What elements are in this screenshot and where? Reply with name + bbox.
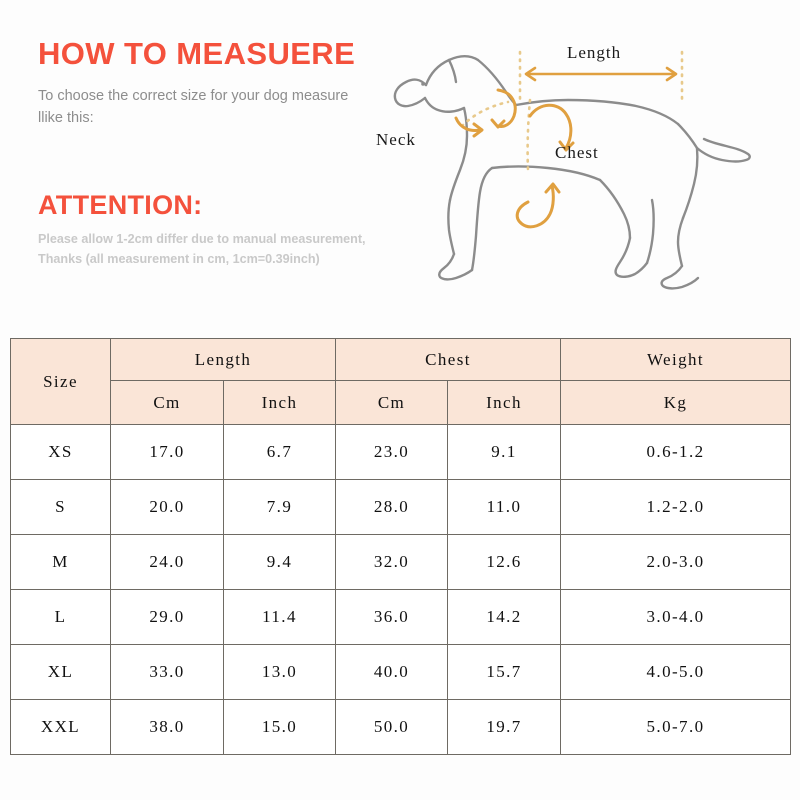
cell-length-cm: 38.0 [110, 699, 224, 755]
cell-chest-inch: 14.2 [446, 589, 562, 645]
chest-guide-dotted-line [526, 98, 532, 172]
cell-size: L [10, 589, 111, 645]
column-header-weight: Weight [560, 338, 792, 381]
cell-chest-cm: 28.0 [335, 479, 448, 535]
cell-weight-kg: 3.0-4.0 [560, 589, 792, 645]
cell-size: XS [10, 424, 111, 480]
table-group-header-row: Size Length Chest Weight [10, 338, 792, 425]
table-row: S 20.0 7.9 28.0 11.0 1.2-2.0 [10, 479, 792, 535]
table-row: XS 17.0 6.7 23.0 9.1 0.6-1.2 [10, 424, 792, 480]
dog-outline-icon [393, 55, 751, 290]
table-unit-header-row: Cm Inch Cm Inch Kg [11, 380, 792, 425]
table-row: L 29.0 11.4 36.0 14.2 3.0-4.0 [10, 589, 792, 645]
cell-chest-inch: 12.6 [446, 534, 562, 590]
cell-size: M [10, 534, 111, 590]
cell-weight-kg: 2.0-3.0 [560, 534, 792, 590]
cell-chest-cm: 50.0 [335, 699, 448, 755]
intro-text-block: HOW TO MEASUERE To choose the correct si… [38, 36, 398, 129]
column-header-length-inch: Inch [223, 380, 336, 425]
attention-line-1: Please allow 1-2cm differ due to manual … [38, 232, 366, 246]
column-header-length-cm: Cm [110, 380, 224, 425]
size-table-head: Size Length Chest Weight Cm Inch Cm Inch… [10, 338, 792, 425]
table-row: M 24.0 9.4 32.0 12.6 2.0-3.0 [10, 534, 792, 590]
cell-weight-kg: 1.2-2.0 [560, 479, 792, 535]
cell-size: XXL [10, 699, 111, 755]
cell-size: S [10, 479, 111, 535]
size-table: Size Length Chest Weight Cm Inch Cm Inch… [10, 338, 792, 755]
column-header-chest: Chest [334, 338, 562, 381]
table-row: XXL 38.0 15.0 50.0 19.7 5.0-7.0 [10, 699, 792, 755]
cell-chest-inch: 9.1 [446, 424, 562, 480]
length-arrow-icon [524, 66, 678, 82]
cell-length-inch: 15.0 [223, 699, 336, 755]
cell-length-cm: 20.0 [110, 479, 224, 535]
column-header-size: Size [10, 338, 111, 425]
attention-block: ATTENTION: Please allow 1-2cm differ due… [38, 190, 418, 270]
size-table-body: XS 17.0 6.7 23.0 9.1 0.6-1.2 S 20.0 7.9 28.0 11.0 1… [10, 424, 792, 755]
dog-measurement-diagram: Neck Chest Length [370, 22, 800, 322]
length-guide-dotted-lines [518, 50, 684, 104]
cell-length-inch: 9.4 [223, 534, 336, 590]
chest-arrow-icon [515, 103, 575, 229]
column-header-chest-inch: Inch [446, 380, 562, 425]
cell-chest-cm: 40.0 [335, 644, 448, 700]
neck-label: Neck [376, 130, 416, 149]
cell-chest-cm: 36.0 [335, 589, 448, 645]
cell-length-inch: 7.9 [223, 479, 336, 535]
cell-chest-cm: 32.0 [335, 534, 448, 590]
cell-chest-inch: 11.0 [446, 479, 562, 535]
page-title: HOW TO MEASUERE [38, 36, 356, 71]
cell-chest-inch: 15.7 [446, 644, 562, 700]
column-header-weight-kg: Kg [560, 380, 792, 425]
attention-title: ATTENTION: [38, 190, 203, 220]
cell-length-cm: 24.0 [110, 534, 224, 590]
neck-arrow-icon [454, 88, 517, 138]
length-label: Length [567, 43, 621, 62]
cell-length-cm: 29.0 [110, 589, 224, 645]
cell-chest-inch: 19.7 [446, 699, 562, 755]
cell-length-inch: 13.0 [223, 644, 336, 700]
cell-size: XL [10, 644, 111, 700]
chest-label: Chest [555, 143, 599, 162]
cell-chest-cm: 23.0 [335, 424, 448, 480]
cell-weight-kg: 0.6-1.2 [560, 424, 792, 480]
attention-line-2: Thanks (all measurement in cm, 1cm=0.39i… [38, 252, 320, 267]
cell-length-cm: 17.0 [110, 424, 224, 480]
cell-weight-kg: 5.0-7.0 [560, 699, 792, 755]
intro-subtitle: To choose the correct size for your dog … [38, 87, 349, 127]
column-header-length: Length [110, 338, 336, 381]
table-row: XL 33.0 13.0 40.0 15.7 4.0-5.0 [10, 644, 792, 700]
cell-length-inch: 6.7 [223, 424, 336, 480]
cell-length-cm: 33.0 [110, 644, 224, 700]
cell-weight-kg: 4.0-5.0 [560, 644, 792, 700]
size-table-container: Size Length Chest Weight Cm Inch Cm Inch… [10, 338, 792, 755]
column-header-chest-cm: Cm [335, 380, 448, 425]
cell-length-inch: 11.4 [223, 589, 336, 645]
